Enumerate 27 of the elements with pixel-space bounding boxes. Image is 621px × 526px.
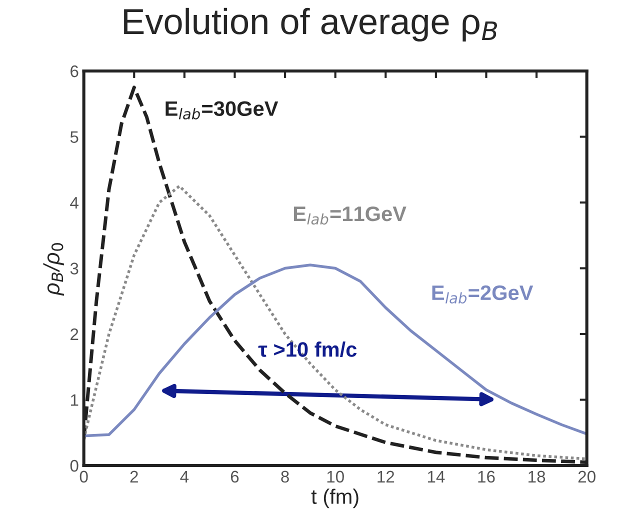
y-tick-label: 5 xyxy=(70,131,78,143)
line-series xyxy=(84,264,587,438)
y-tick-label: 6 xyxy=(70,65,78,78)
chart-title: Evolution of average ρ$_{B}$ xyxy=(124,8,498,42)
x-tick-label: 0 xyxy=(80,470,88,483)
x-tick-label: 4 xyxy=(180,470,189,482)
y-tick-label: 1 xyxy=(70,394,78,406)
x-tick-label: 16 xyxy=(478,470,495,483)
legend-label: E$_{lab}$=30GeV xyxy=(166,101,278,120)
x-tick-label: 8 xyxy=(281,470,289,483)
y-tick-label: 4 xyxy=(70,197,78,209)
annotation: τ >10 fm/c xyxy=(258,342,357,358)
x-axis-title: t (fm) xyxy=(311,488,358,508)
x-tick-label: 14 xyxy=(428,470,445,482)
x-tick-label: 10 xyxy=(327,470,344,483)
x-tick-label: 2 xyxy=(130,470,138,482)
series-label: E$_{lab}$=2GeV xyxy=(432,285,534,304)
x-tick-label: 20 xyxy=(578,470,596,483)
y-tick-label: 3 xyxy=(70,262,78,274)
y-axis-title: ρ$_{B}$/ρ$_{0}$ xyxy=(43,243,64,296)
x-tick-label: 18 xyxy=(528,470,546,483)
x-tick-label: 12 xyxy=(378,470,394,482)
x-tick-label: 6 xyxy=(230,470,239,483)
y-tick-label: 2 xyxy=(70,328,78,340)
y-tick-label: 0 xyxy=(70,460,78,472)
line-series xyxy=(84,184,587,460)
text: E$_{lab}$=11GeV xyxy=(294,206,406,225)
